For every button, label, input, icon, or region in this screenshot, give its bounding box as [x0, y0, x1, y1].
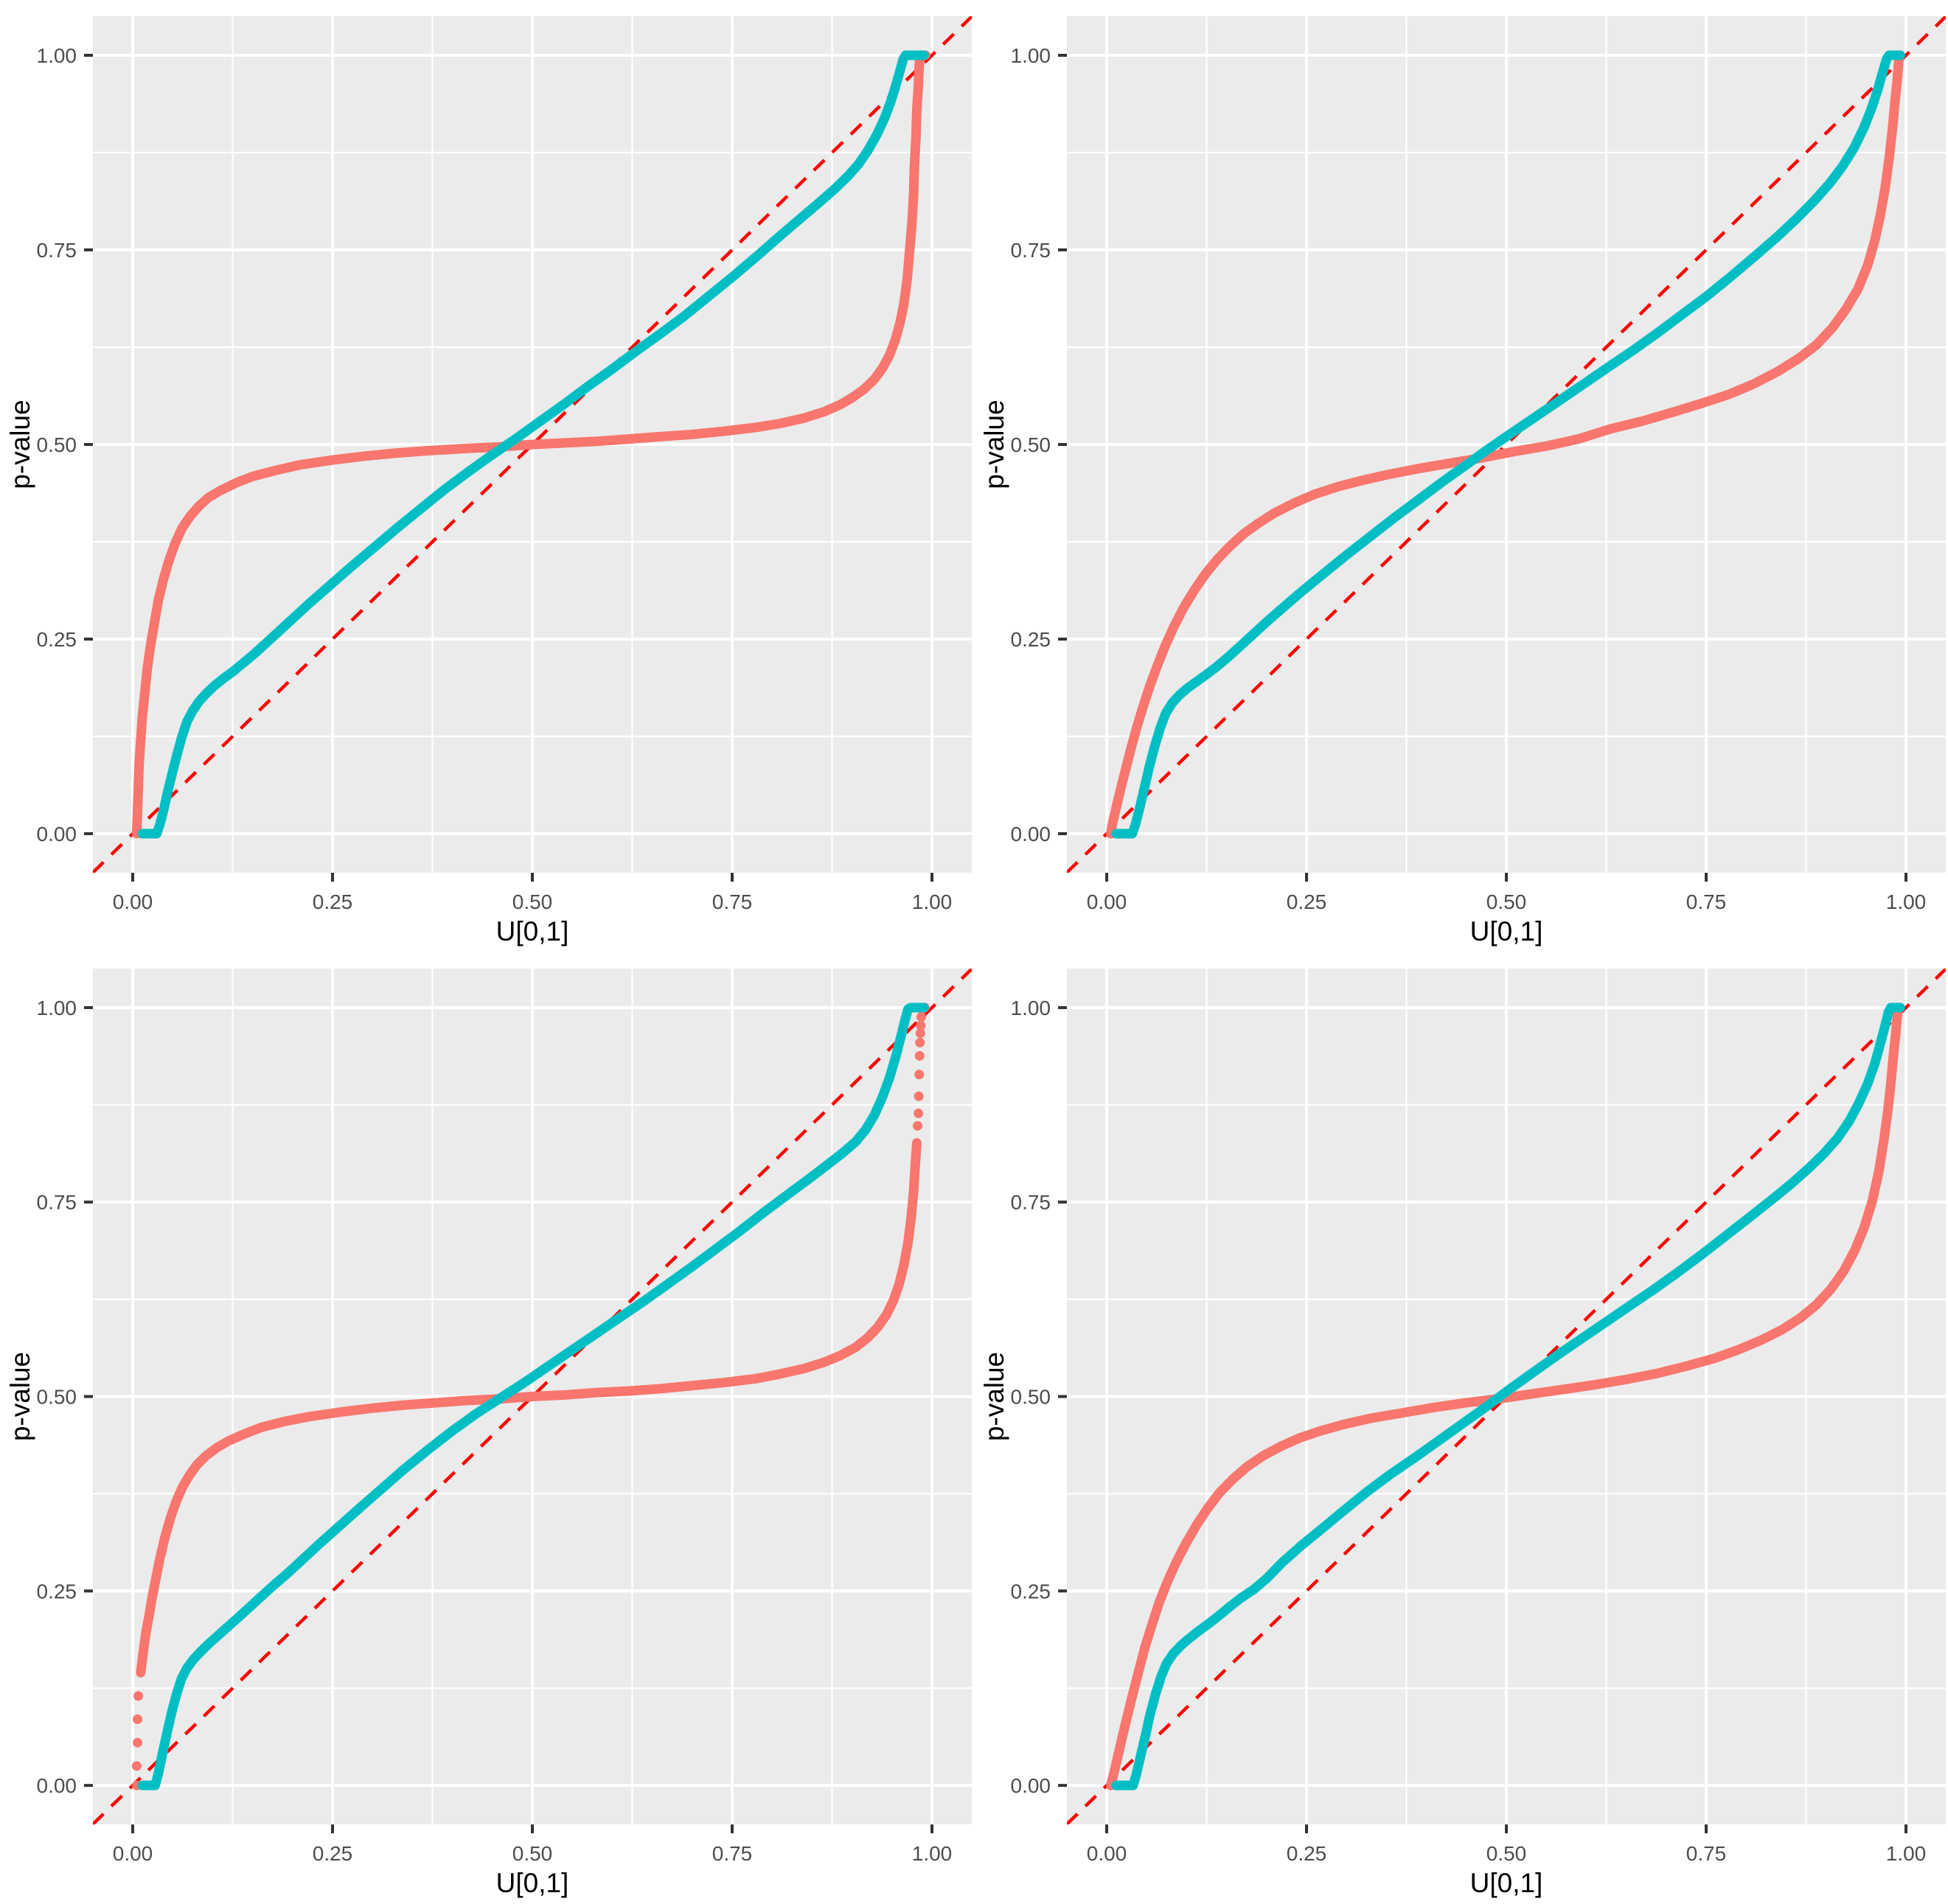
red-curve	[1105, 50, 1904, 839]
y-tick-label: 0.00	[37, 823, 77, 845]
red-dot	[913, 1120, 922, 1131]
x-tick-label: 0.25	[1287, 1842, 1326, 1865]
x-axis-title: U[0,1]	[1470, 1868, 1543, 1898]
red-dot	[914, 1091, 924, 1101]
y-tick-label: 1.00	[37, 997, 77, 1019]
red-curve	[1105, 1002, 1903, 1790]
panel-bottom-right: 0.00 0.00 0.25 0.25 0.50 0.50 0.75 0.75 1.00 1.00…	[974, 952, 1948, 1904]
x-tick-label: 0.00	[1087, 890, 1127, 913]
plot-top-right: 0.00 0.00 0.25 0.25 0.50 0.50 0.75 0.75 1.00 1.00…	[979, 16, 1946, 946]
x-tick-label: 0.50	[1486, 890, 1527, 913]
y-axis-title: p-value	[5, 400, 35, 489]
x-axis-title: U[0,1]	[496, 1868, 569, 1898]
y-tick-label: 0.00	[1011, 823, 1051, 845]
x-tick-label: 0.50	[1486, 1842, 1526, 1865]
red-dot	[914, 1070, 925, 1080]
y-tick-label: 0.75	[37, 1191, 77, 1214]
y-tick-label: 1.00	[37, 44, 77, 67]
data-layer	[1067, 16, 1946, 873]
plot-top-left: 0.00 0.00 0.25 0.25 0.50 0.50 0.75 0.75 1.00 1.00…	[5, 16, 972, 946]
red-dot	[914, 1050, 925, 1061]
red-dot	[915, 1028, 925, 1039]
y-tick-label: 0.75	[37, 239, 77, 262]
y-tick-label: 0.50	[1011, 433, 1051, 456]
panel-bottom-left: 0.00 0.00 0.25 0.25 0.50 0.50 0.75 0.75 1.00 1.00…	[0, 952, 974, 1904]
red-dot	[133, 1714, 142, 1724]
x-tick-label: 0.75	[1686, 1842, 1726, 1865]
y-tick-label: 1.00	[1011, 997, 1051, 1019]
panel-top-left: 0.00 0.00 0.25 0.25 0.50 0.50 0.75 0.75 1.00 1.00…	[0, 0, 974, 952]
red-dot	[131, 1761, 142, 1771]
y-axis-title: p-value	[979, 1352, 1009, 1441]
red-dot	[133, 1691, 144, 1701]
data-layer	[1067, 968, 1946, 1825]
y-tick-label: 0.25	[1011, 628, 1051, 651]
y-axis-title: p-value	[5, 1352, 35, 1441]
y-tick-label: 0.75	[1011, 239, 1051, 262]
x-tick-label: 0.25	[1287, 890, 1327, 913]
plot-bottom-right: 0.00 0.00 0.25 0.25 0.50 0.50 0.75 0.75 1.00 1.00…	[979, 968, 1946, 1898]
red-dot	[914, 1108, 924, 1118]
red-dot	[133, 1737, 142, 1748]
red-curve	[131, 50, 930, 839]
x-tick-label: 0.00	[113, 1842, 153, 1865]
y-tick-label: 0.50	[37, 433, 77, 456]
y-tick-label: 0.25	[1011, 1580, 1051, 1603]
x-tick-label: 0.75	[712, 1842, 752, 1865]
teal-curve	[137, 1002, 929, 1790]
data-layer	[93, 968, 972, 1825]
x-axis-title: U[0,1]	[496, 916, 569, 946]
x-tick-label: 0.00	[113, 890, 153, 913]
y-tick-label: 0.75	[1011, 1191, 1051, 1214]
plot-bottom-left: 0.00 0.00 0.25 0.25 0.50 0.50 0.75 0.75 1.00 1.00…	[5, 968, 972, 1898]
red-curve	[136, 1138, 922, 1678]
red-dot	[916, 1012, 926, 1022]
x-tick-label: 0.50	[512, 890, 553, 913]
teal-curve	[1111, 50, 1905, 839]
x-tick-label: 0.75	[712, 890, 753, 913]
x-tick-label: 1.00	[1886, 890, 1927, 913]
x-axis-title: U[0,1]	[1470, 916, 1543, 946]
data-layer	[93, 16, 972, 873]
x-tick-label: 0.00	[1087, 1842, 1127, 1865]
x-tick-label: 0.25	[313, 890, 353, 913]
panel-top-right: 0.00 0.00 0.25 0.25 0.50 0.50 0.75 0.75 1.00 1.00…	[974, 0, 1948, 952]
x-tick-label: 1.00	[912, 1842, 952, 1865]
x-tick-label: 0.25	[313, 1842, 352, 1865]
y-tick-label: 0.00	[1011, 1774, 1051, 1797]
red-dot	[916, 1020, 926, 1031]
y-tick-label: 0.00	[37, 1774, 77, 1797]
x-tick-label: 1.00	[912, 890, 953, 913]
y-tick-label: 0.25	[37, 628, 77, 651]
y-tick-label: 0.50	[37, 1386, 77, 1409]
x-tick-label: 0.75	[1686, 890, 1727, 913]
teal-curve	[1111, 1002, 1905, 1790]
y-tick-label: 0.25	[37, 1580, 77, 1603]
x-tick-label: 1.00	[1886, 1842, 1926, 1865]
x-tick-label: 0.50	[512, 1842, 552, 1865]
y-axis-title: p-value	[979, 400, 1009, 489]
teal-curve	[137, 50, 929, 839]
red-dot	[915, 1037, 925, 1047]
y-tick-label: 1.00	[1011, 44, 1051, 67]
y-tick-label: 0.50	[1011, 1386, 1051, 1409]
